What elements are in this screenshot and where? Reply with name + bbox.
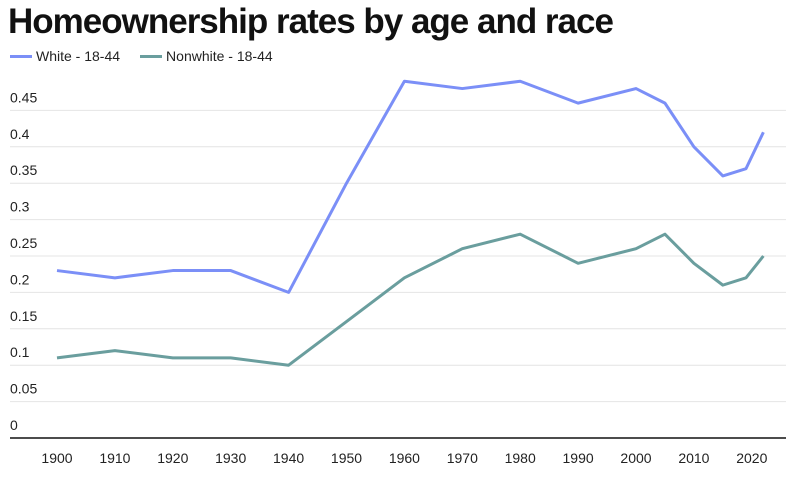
x-tick-label: 1960 [389, 450, 420, 466]
y-tick-label: 0.2 [10, 271, 30, 287]
y-tick-label: 0 [10, 417, 18, 433]
x-tick-label: 1950 [331, 450, 362, 466]
y-tick-label: 0.45 [10, 89, 37, 105]
series-line-1 [56, 232, 765, 367]
legend-item-nonwhite: Nonwhite - 18-44 [140, 48, 273, 64]
legend-item-white: White - 18-44 [10, 48, 120, 64]
x-tick-label: 1930 [215, 450, 246, 466]
legend-label: White - 18-44 [36, 48, 121, 64]
y-tick-label: 0.4 [10, 126, 30, 142]
chart-title: Homeownership rates by age and race [8, 2, 614, 41]
x-tick-label: 2020 [736, 450, 767, 466]
x-tick-label: 2010 [678, 450, 709, 466]
y-tick-label: 0.15 [10, 308, 37, 324]
x-tick-label: 1920 [157, 450, 188, 466]
x-tick-label: 1990 [563, 450, 594, 466]
x-tick-label: 1910 [99, 450, 130, 466]
x-tick-label: 1980 [505, 450, 536, 466]
x-tick-label: 1900 [41, 450, 72, 466]
x-tick-label: 1970 [447, 450, 478, 466]
legend-label: Nonwhite - 18-44 [166, 48, 273, 64]
x-tick-label: 2000 [620, 450, 651, 466]
x-tick-label: 1940 [273, 450, 304, 466]
y-tick-label: 0.05 [10, 381, 37, 397]
y-tick-label: 0.35 [10, 162, 37, 178]
legend-swatch [10, 54, 32, 58]
legend-swatch [140, 54, 163, 58]
y-tick-label: 0.3 [10, 199, 30, 215]
y-tick-label: 0.25 [10, 235, 37, 251]
legend: White - 18-44 Nonwhite - 18-44 [10, 48, 273, 64]
y-tick-label: 0.1 [10, 344, 30, 360]
series-line-0 [56, 79, 765, 294]
